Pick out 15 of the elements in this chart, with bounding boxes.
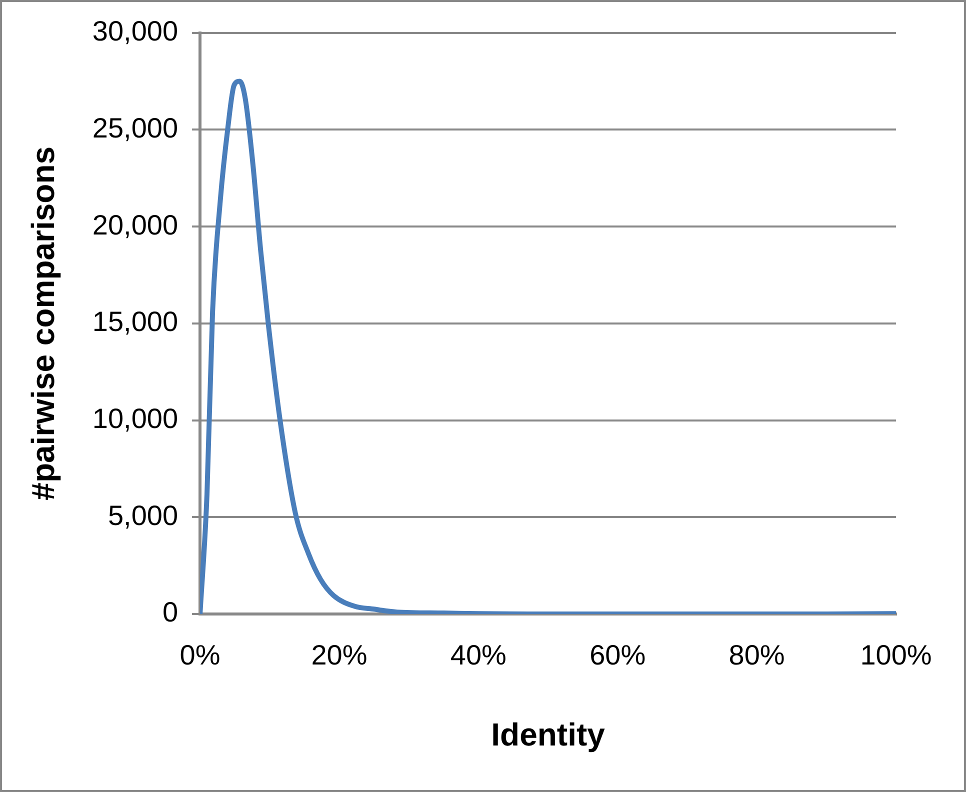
y-tick-label: 0 [162,596,178,628]
x-axis-title: Identity [491,716,606,753]
x-tick-label: 60% [590,640,646,671]
y-tick-label: 10,000 [92,402,178,434]
y-tick-label: 25,000 [92,112,178,144]
y-tick-label: 15,000 [92,306,178,338]
x-tick-label: 0% [180,640,220,671]
x-tick-label: 100% [860,640,932,671]
x-tick-label: 80% [728,640,785,671]
x-tick-label: 20% [311,640,368,671]
y-tick-label: 30,000 [92,16,178,47]
y-tick-label: 5,000 [108,500,178,531]
x-tick-label: 40% [450,640,506,671]
y-axis-title: #pairwise comparisons [25,146,62,500]
y-tick-label: 20,000 [92,209,178,240]
